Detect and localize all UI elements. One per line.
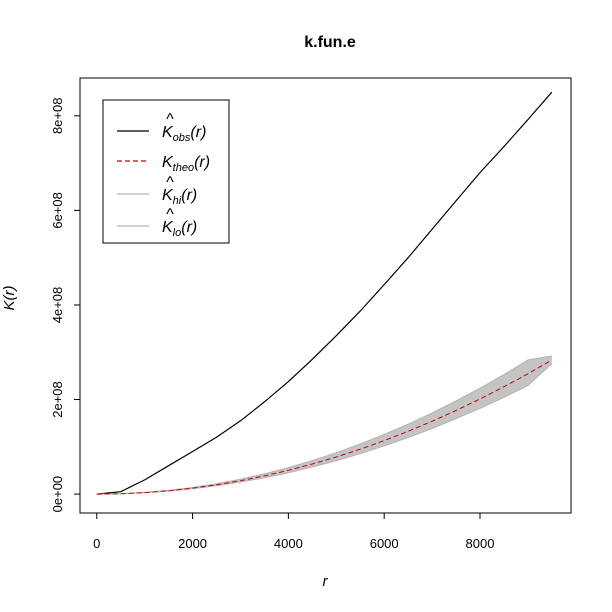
y-tick-label: 0e+00	[50, 476, 65, 513]
y-tick-label-group: 6e+08	[50, 192, 65, 229]
legend-subscript: obs	[173, 132, 191, 144]
series-layer	[96, 91, 553, 495]
y-tick-label: 2e+08	[50, 381, 65, 418]
legend-argument: (r)	[181, 187, 197, 204]
y-tick-label: 6e+08	[50, 192, 65, 229]
legend-symbol: K	[162, 154, 174, 171]
legend-hat-mark: ^	[166, 174, 174, 191]
x-axis: 0 2000 4000 6000 8000	[93, 512, 495, 551]
legend-label-obs: Kobs(r)	[162, 124, 206, 144]
legend-subscript: theo	[173, 162, 194, 174]
legend-hat-mark: ^	[166, 206, 174, 223]
x-tick-label: 2000	[178, 536, 207, 551]
y-tick-label-group: 0e+00	[50, 476, 65, 513]
legend-box	[102, 99, 230, 244]
chart-title: k.fun.e	[304, 34, 356, 51]
y-axis: 0e+00 2e+08 4e+08 6e+08 8e+08	[50, 98, 81, 513]
x-tick-label: 8000	[466, 536, 495, 551]
y-tick-label-group: 8e+08	[50, 98, 65, 135]
legend-symbol: K	[162, 187, 174, 204]
legend-label-theo: Ktheo(r)	[162, 154, 210, 174]
legend-label-lo: Klo(r)	[162, 219, 197, 239]
legend: Kobs(r)^Ktheo(r)Khi(r)^Klo(r)^	[102, 99, 230, 244]
x-axis-label: r	[323, 573, 329, 590]
x-tick-label: 4000	[274, 536, 303, 551]
y-tick-label-group: 4e+08	[50, 287, 65, 324]
y-axis-label-group: K(r)	[1, 286, 18, 311]
y-tick-label-group: 2e+08	[50, 381, 65, 418]
y-tick-label: 8e+08	[50, 98, 65, 135]
x-tick-label: 6000	[370, 536, 399, 551]
series-line-theo	[96, 359, 553, 495]
legend-hat-mark: ^	[166, 111, 174, 128]
legend-argument: (r)	[181, 219, 197, 236]
legend-label-hi: Khi(r)	[162, 187, 197, 207]
legend-subscript: hi	[173, 195, 182, 207]
y-axis-label: K(r)	[1, 286, 18, 311]
legend-symbol: K	[162, 219, 174, 236]
series-line-obs	[96, 91, 553, 495]
legend-argument: (r)	[190, 124, 206, 141]
legend-subscript: lo	[173, 227, 182, 239]
x-tick-label: 0	[93, 536, 100, 551]
legend-argument: (r)	[194, 154, 210, 171]
y-tick-label: 4e+08	[50, 287, 65, 324]
legend-symbol: K	[162, 124, 174, 141]
